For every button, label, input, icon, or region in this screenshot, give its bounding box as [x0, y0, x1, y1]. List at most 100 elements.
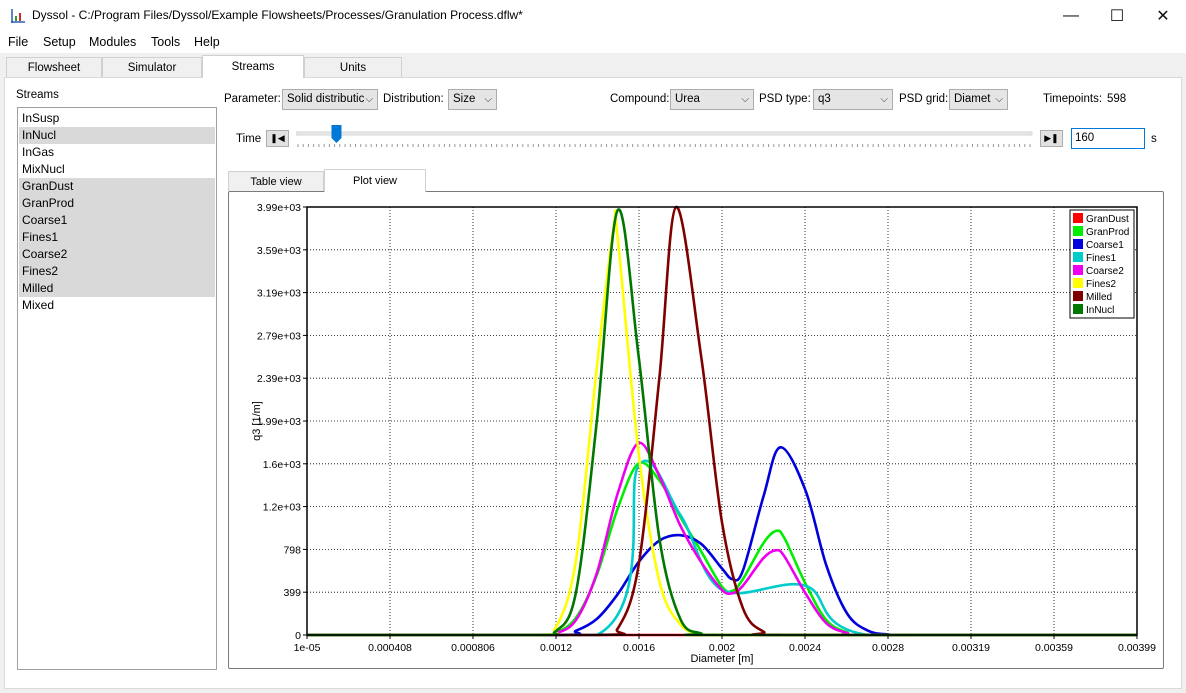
stream-item-milled[interactable]: Milled [19, 280, 215, 297]
y-tick-label: 3.59e+03 [257, 245, 301, 257]
time-label: Time [236, 133, 262, 145]
close-icon[interactable]: ✕ [1156, 7, 1170, 25]
time-unit: s [1151, 133, 1157, 145]
menu-bar [0, 31, 1186, 53]
stream-item-fines2[interactable]: Fines2 [19, 263, 215, 280]
chevron-down-icon: ⌵ [995, 94, 1003, 105]
timepoints-label: Timepoints: [1043, 93, 1103, 105]
series-line-coarse1 [307, 446, 1137, 637]
legend-label: Fines1 [1086, 253, 1116, 264]
legend-swatch [1073, 278, 1083, 288]
stream-item-fines1[interactable]: Fines1 [19, 229, 215, 246]
x-tick-label: 0.0016 [623, 642, 655, 654]
legend-swatch [1073, 291, 1083, 301]
menu-file[interactable]: File [8, 35, 29, 49]
menu-tools[interactable]: Tools [151, 35, 181, 49]
x-tick-label: 0.000806 [451, 642, 495, 654]
slider-ticks [297, 144, 1031, 147]
x-axis-label: Diameter [m] [691, 653, 754, 665]
parameter-value: Solid distributic [287, 93, 365, 105]
tab-streams[interactable]: Streams [202, 55, 304, 78]
stream-item-ingas[interactable]: InGas [22, 145, 55, 159]
legend-label: Fines2 [1086, 279, 1116, 290]
tab-simulator[interactable]: Simulator [102, 57, 202, 77]
y-tick-label: 2.39e+03 [257, 373, 301, 385]
legend-swatch [1073, 304, 1083, 314]
x-tick-label: 0.002 [709, 642, 735, 654]
q3-chart: 1e-05 0.000408 0.000806 0.0012 0.0016 0.002 0.… [251, 202, 1156, 665]
series-line-granprod [307, 461, 1137, 637]
distribution-label: Distribution: [383, 93, 444, 105]
menu-setup[interactable]: Setup [43, 35, 76, 49]
stream-item-mixnucl[interactable]: MixNucl [22, 162, 65, 176]
psd-type-select[interactable]: q3 ⌵ [813, 89, 893, 110]
stream-item-granprod[interactable]: GranProd [19, 195, 215, 212]
legend-label: InNucl [1086, 305, 1114, 316]
tab-plot-view[interactable]: Plot view [324, 169, 426, 192]
y-tick-label: 0 [295, 630, 301, 642]
skip-start-icon: ❚◀ [270, 133, 285, 143]
menu-help[interactable]: Help [194, 35, 220, 49]
legend-swatch [1073, 265, 1083, 275]
window-title: Dyssol - C:/Program Files/Dyssol/Example… [32, 8, 523, 22]
x-tick-label: 0.00319 [952, 642, 990, 654]
legend-label: Coarse2 [1086, 266, 1124, 277]
time-start-button[interactable]: ❚◀ [266, 130, 289, 147]
stream-item-grandust[interactable]: GranDust [19, 178, 215, 195]
chevron-down-icon: ⌵ [365, 94, 373, 105]
series-line-fines2 [307, 209, 1137, 637]
psd-type-label: PSD type: [759, 93, 811, 105]
psd-grid-value: Diamet [954, 93, 991, 105]
stream-item-mixed[interactable]: Mixed [22, 298, 55, 312]
title-bar [0, 0, 1186, 31]
slider-track [296, 131, 1033, 136]
plot-frame [228, 191, 1164, 669]
y-tick-label: 3.99e+03 [257, 202, 301, 214]
legend-label: GranProd [1086, 227, 1129, 238]
compound-select[interactable]: Urea ⌵ [670, 89, 754, 110]
x-tick-label: 0.00359 [1035, 642, 1073, 654]
y-tick-label: 399 [283, 587, 301, 599]
series-line-coarse2 [307, 441, 1137, 637]
grid [307, 207, 1137, 635]
maximize-icon[interactable]: ☐ [1109, 7, 1125, 25]
tab-table-view[interactable]: Table view [228, 171, 324, 191]
streams-title: Streams [16, 89, 59, 101]
y-tick-label: 1.2e+03 [263, 502, 301, 514]
menu-modules[interactable]: Modules [89, 35, 137, 49]
tab-flowsheet[interactable]: Flowsheet [6, 57, 102, 77]
psd-grid-select[interactable]: Diamet ⌵ [949, 89, 1008, 110]
y-axis-label: q3 [1/m] [251, 401, 263, 441]
legend-swatch [1073, 226, 1083, 236]
app-icon [11, 9, 25, 23]
stream-item-insusp[interactable]: InSusp [22, 111, 60, 125]
y-tick-label: 2.79e+03 [257, 330, 301, 342]
x-tick-label: 0.0024 [789, 642, 821, 654]
streams-list[interactable]: InSusp InNucl InGas MixNucl GranDust GranProd… [17, 107, 217, 670]
chevron-down-icon: ⌵ [484, 94, 492, 105]
parameter-select[interactable]: Solid distributic ⌵ [282, 89, 378, 110]
time-end-button[interactable]: ▶❚ [1040, 130, 1063, 147]
y-tick-label: 798 [283, 544, 301, 556]
distribution-select[interactable]: Size ⌵ [448, 89, 497, 110]
legend-label: GranDust [1086, 214, 1129, 225]
timepoints-value: 598 [1107, 93, 1127, 105]
slider-thumb[interactable] [331, 125, 342, 143]
time-slider[interactable] [296, 124, 1036, 154]
y-tick-label: 3.19e+03 [257, 288, 301, 300]
minimize-icon[interactable]: — [1063, 6, 1079, 24]
x-tick-label: 1e-05 [294, 642, 321, 654]
compound-value: Urea [675, 93, 700, 105]
tab-units[interactable]: Units [304, 57, 402, 77]
x-tick-label: 0.0012 [540, 642, 572, 654]
skip-end-icon: ▶❚ [1044, 133, 1059, 143]
legend-swatch [1073, 252, 1083, 262]
tick-labels: 1e-05 0.000408 0.000806 0.0012 0.0016 0.002 0.… [257, 202, 1156, 654]
stream-item-innucl[interactable]: InNucl [19, 127, 215, 144]
time-input[interactable]: 160 [1071, 128, 1145, 149]
y-tick-label: 1.6e+03 [263, 459, 301, 471]
stream-item-coarse2[interactable]: Coarse2 [19, 246, 215, 263]
stream-item-coarse1[interactable]: Coarse1 [19, 212, 215, 229]
x-tick-label: 0.00399 [1118, 642, 1156, 654]
chevron-down-icon: ⌵ [741, 94, 749, 105]
